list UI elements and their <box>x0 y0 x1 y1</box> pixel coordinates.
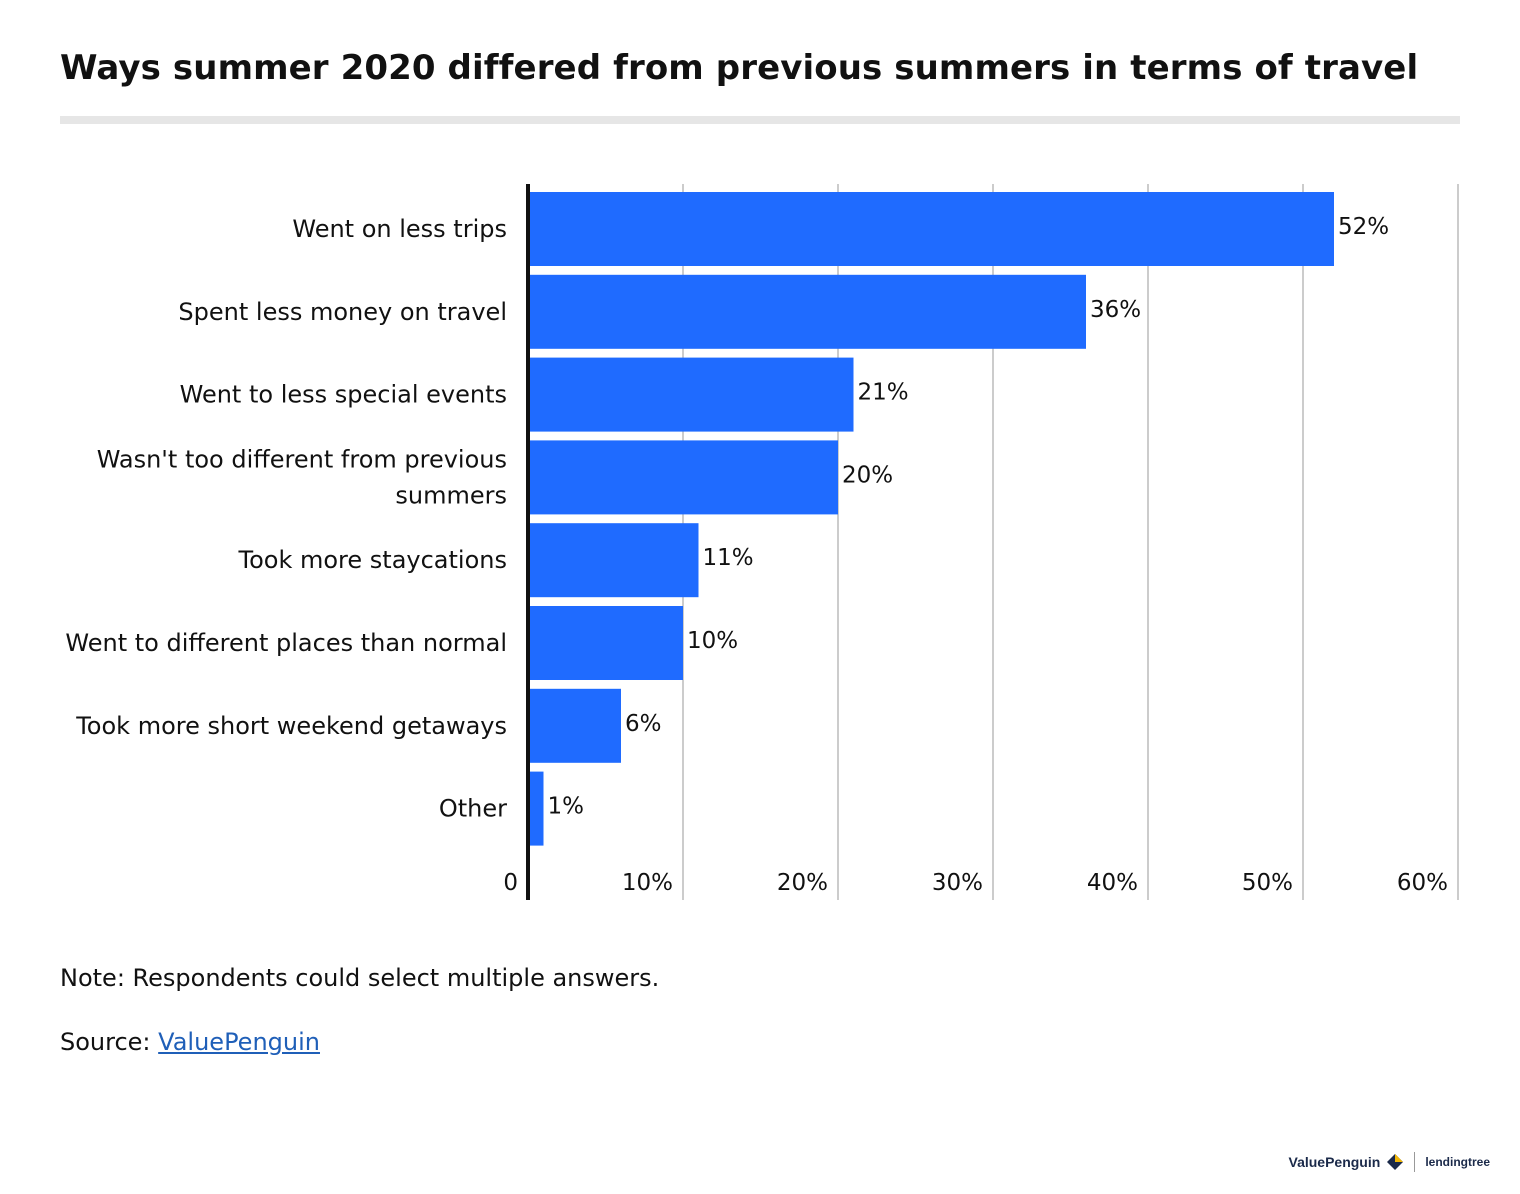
value-label-4: 11% <box>703 545 754 571</box>
chart-note: Note: Respondents could select multiple … <box>60 964 660 992</box>
bar-3 <box>528 440 838 515</box>
x-tick-label-1: 10% <box>622 870 673 896</box>
brand-separator <box>1414 1152 1416 1172</box>
bar-1 <box>528 274 1086 349</box>
category-label-5: Went to different places than normal <box>65 629 507 657</box>
bar-2 <box>528 357 854 432</box>
bars <box>528 192 1334 846</box>
value-label-1: 36% <box>1090 297 1141 323</box>
bar-6 <box>528 688 621 763</box>
category-label-6: Took more short weekend getaways <box>75 712 507 740</box>
bar-7 <box>528 771 544 846</box>
value-label-2: 21% <box>858 380 909 406</box>
category-label-3-line-0: Wasn't too different from previous <box>97 445 507 473</box>
x-tick-label-4: 40% <box>1087 870 1138 896</box>
brand-footer: ValuePenguin lendingtree <box>1288 1152 1490 1172</box>
value-labels: 52% 36% 21% 20% 11% 10% 6% 1% <box>548 214 1390 820</box>
bar-0 <box>528 192 1334 266</box>
title-divider <box>60 116 1460 124</box>
bar-4 <box>528 523 699 598</box>
value-label-3: 20% <box>842 462 893 488</box>
lendingtree-logo-text: lendingtree <box>1425 1155 1490 1169</box>
value-label-6: 6% <box>625 711 662 737</box>
valuepenguin-logo-text: ValuePenguin <box>1288 1154 1381 1170</box>
category-label-4: Took more staycations <box>238 546 507 574</box>
bar-chart: Went on less trips Spent less money on tr… <box>65 184 1459 900</box>
source-prefix: Source: <box>60 1028 159 1056</box>
category-label-0: Went on less trips <box>292 215 507 243</box>
x-tick-label-2: 20% <box>777 870 828 896</box>
category-labels: Went on less trips Spent less money on tr… <box>65 215 507 823</box>
x-tick-label-3: 30% <box>932 870 983 896</box>
category-label-3-line-1: summers <box>395 481 507 509</box>
x-tick-label-5: 50% <box>1242 870 1293 896</box>
category-label-7: Other <box>439 795 507 823</box>
value-label-5: 10% <box>687 628 738 654</box>
category-label-1: Spent less money on travel <box>178 298 507 326</box>
penguin-logo-icon <box>1387 1154 1404 1170</box>
source-link[interactable]: ValuePenguin <box>158 1028 320 1056</box>
x-tick-label-6: 60% <box>1397 870 1448 896</box>
category-label-2: Went to less special events <box>180 381 507 409</box>
bar-5 <box>528 606 683 680</box>
chart-source: Source: ValuePenguin <box>60 1028 320 1056</box>
chart-title: Ways summer 2020 differed from previous … <box>60 48 1419 88</box>
x-tick-label-0: 0 <box>503 870 518 896</box>
value-label-0: 52% <box>1338 214 1389 240</box>
value-label-7: 1% <box>548 794 585 820</box>
x-tick-labels: 0 10% 20% 30% 40% 50% 60% <box>503 870 1448 896</box>
